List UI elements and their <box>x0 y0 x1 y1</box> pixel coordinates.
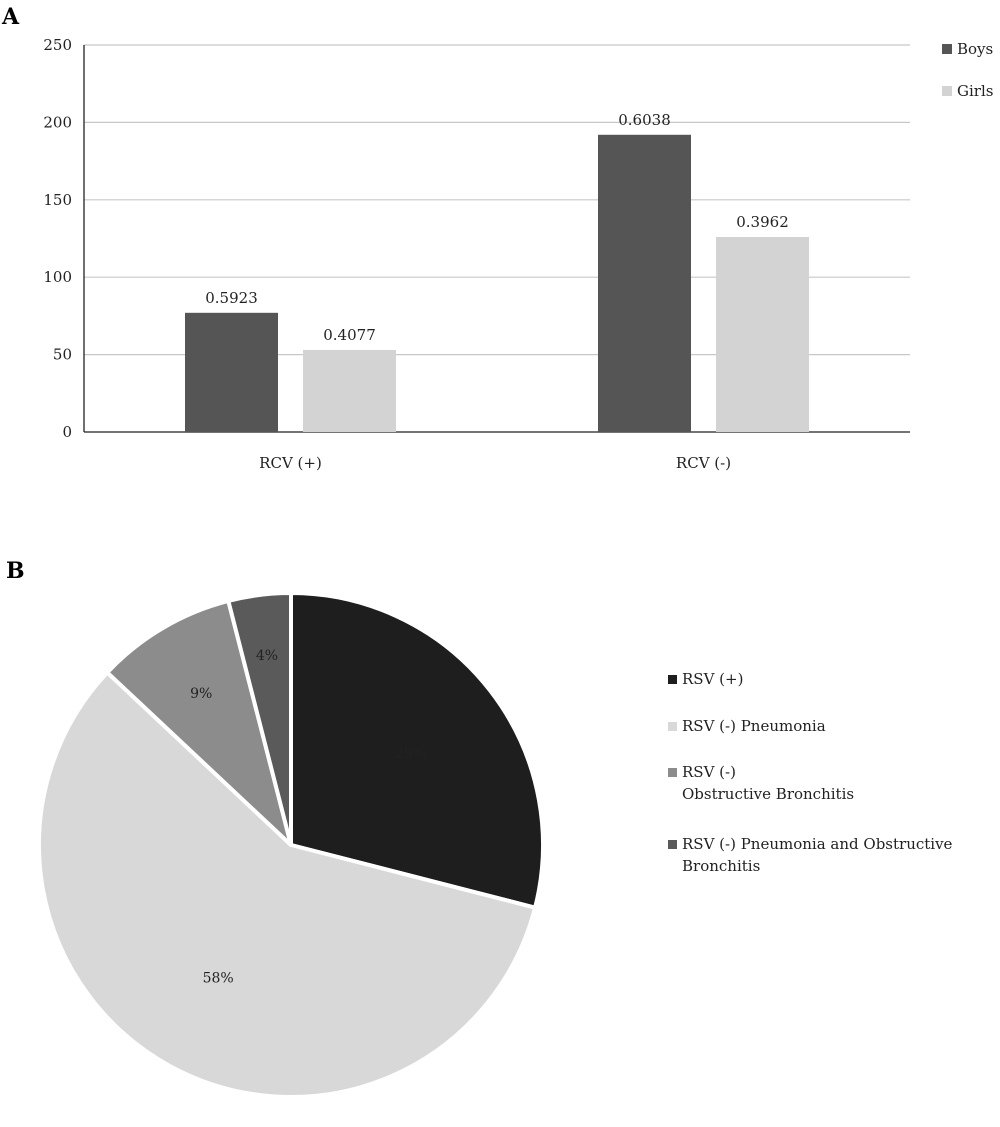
legend-label: RSV (+) <box>682 670 743 688</box>
bar-data-label: 0.4077 <box>323 326 376 344</box>
legend-swatch-boys <box>942 44 952 54</box>
pie-slice <box>226 591 293 847</box>
legend-label: RSV (-) Pneumonia <box>682 717 826 735</box>
legend-label-girls: Girls <box>957 82 993 100</box>
y-tick-label: 150 <box>43 191 72 209</box>
y-tick-label: 100 <box>43 268 72 286</box>
legend-label: RSV (-) Obstructive Bronchitis <box>682 763 854 803</box>
panel-b-letter: B <box>6 558 25 584</box>
legend-label: RSV (-) Pneumonia and Obstructive Bronchi… <box>682 835 953 875</box>
legend-swatch <box>668 768 677 777</box>
bar-boys <box>185 312 278 432</box>
x-category-label: RCV (+) <box>259 454 322 472</box>
y-tick-label: 200 <box>43 113 72 131</box>
y-tick-label: 0 <box>62 423 72 441</box>
pie-slice <box>37 670 538 1099</box>
bar-girls <box>716 236 809 432</box>
y-tick-label: 250 <box>43 36 72 54</box>
x-category-label: RCV (-) <box>676 454 731 472</box>
y-tick-label: 50 <box>53 346 72 364</box>
legend-label-boys: Boys <box>957 40 993 58</box>
bar-data-label: 0.3962 <box>736 213 789 231</box>
bar-girls <box>303 349 396 432</box>
pie-chart: 29% 58% 9% 4% RSV (+) RSV (-) Pneumonia RSV (-… <box>37 591 953 1099</box>
bar-data-label: 0.5923 <box>205 289 258 307</box>
pie-slice-label: 9% <box>190 686 212 702</box>
legend-swatch <box>668 840 677 849</box>
legend-swatch <box>668 722 677 731</box>
bar-boys <box>598 134 691 432</box>
legend-swatch-girls <box>942 86 952 96</box>
legend-swatch <box>668 675 677 684</box>
panel-a-letter: A <box>1 4 20 30</box>
pie-slice <box>105 598 293 847</box>
bar-data-label: 0.6038 <box>618 111 671 129</box>
pie-slice-label: 58% <box>203 970 234 986</box>
pie-slice-label: 29% <box>395 745 426 761</box>
bar-chart: 0 50 100 150 200 250 0.5923 0.4077 RCV (+) 0.6038… <box>43 36 993 472</box>
pie-slice <box>289 591 545 910</box>
pie-slice-label: 4% <box>256 648 278 664</box>
